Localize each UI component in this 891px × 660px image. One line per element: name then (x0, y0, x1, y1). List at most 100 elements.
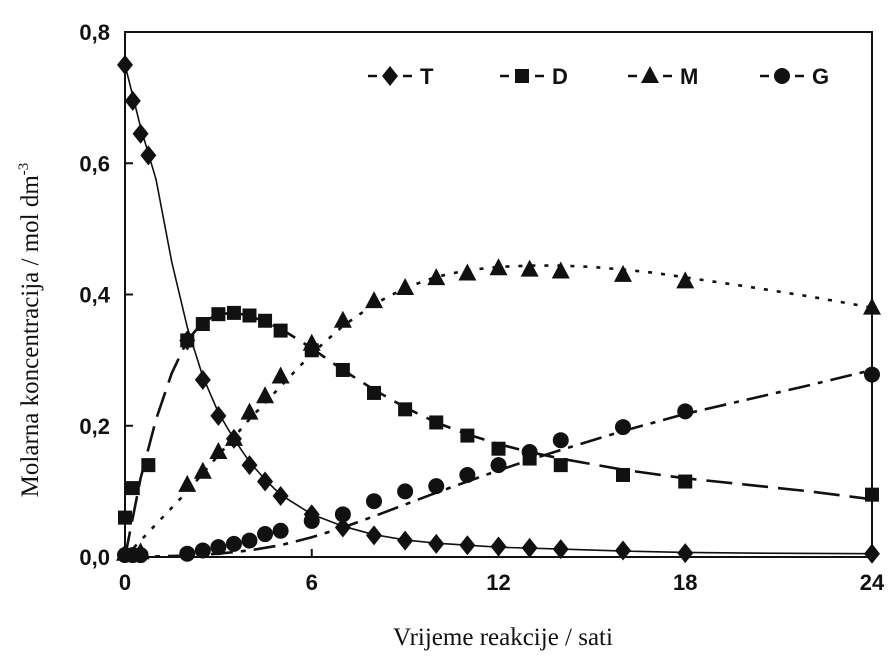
series-g-point (272, 522, 289, 539)
series-g-point (490, 457, 507, 474)
series-g-point (257, 526, 274, 543)
series-g-point (210, 539, 227, 556)
series-t-point (132, 123, 149, 144)
y-axis-title-superscript: -3 (16, 163, 32, 176)
series-g-point (194, 542, 211, 559)
series-t-point (490, 536, 507, 557)
series-g-point (615, 419, 631, 436)
series-t-point (140, 145, 157, 166)
series-m-point (333, 310, 352, 328)
y-tick-label: 0,0 (79, 545, 110, 570)
legend-label: M (680, 64, 698, 89)
legend-item-g: G (760, 64, 829, 89)
series-g-point (334, 506, 351, 523)
series-d-point (460, 428, 475, 443)
series-t-point (521, 537, 538, 558)
series-g-point (677, 403, 694, 420)
series-m-point (178, 474, 197, 492)
series-m-point (396, 277, 415, 295)
x-axis-title: Vrijeme reakcije / sati (393, 624, 613, 651)
series-m-point (224, 428, 243, 446)
series-d-point (242, 308, 257, 323)
legend-marker-d (515, 69, 529, 83)
series-d-point (398, 402, 413, 417)
series-g-point (552, 432, 569, 449)
series-d-point (429, 415, 444, 430)
legend-marker-t (382, 66, 398, 86)
series-m-point (365, 291, 383, 309)
series-t-point (210, 405, 227, 426)
series-m-point (614, 264, 632, 282)
series-t-point (397, 530, 414, 551)
series-g-point (225, 535, 242, 552)
series-d-point (335, 362, 350, 377)
legend-item-m: M (628, 64, 698, 89)
series-g-point (459, 466, 476, 483)
y-axis-title: Molarna koncentracija / mol dm-3 (16, 163, 44, 498)
legend-label: G (812, 64, 829, 89)
y-axis-title-text: Molarna koncentracija / mol dm (17, 175, 44, 498)
x-tick-label: 6 (306, 570, 318, 595)
legend-item-t: T (368, 64, 434, 89)
series-t-point (334, 517, 351, 538)
y-tick-label: 0,8 (79, 20, 110, 45)
series-m-point (302, 333, 321, 351)
legend-label: T (420, 64, 434, 89)
x-axis: 0 6 12 18 24 (119, 549, 885, 595)
series-d-point (211, 307, 226, 322)
series-m-point (209, 442, 228, 459)
series-m-point (676, 271, 695, 289)
x-tick-label: 0 (119, 570, 131, 595)
series-m-point (551, 261, 570, 279)
series-g-point (132, 547, 149, 564)
series-t-point (428, 533, 445, 554)
series-d-point (258, 313, 273, 328)
series-g-point (428, 478, 445, 495)
series-d-point (616, 467, 630, 482)
series-d-point (273, 323, 288, 338)
x-tick-label: 24 (860, 570, 885, 595)
series-d-point (226, 305, 241, 320)
plot-frame (124, 31, 873, 558)
y-tick-label: 0,2 (79, 414, 110, 439)
series-g-point (303, 512, 320, 529)
y-axis: 0,0 0,2 0,4 0,6 0,8 (79, 20, 133, 570)
series-t-point (241, 455, 258, 476)
series-m-point (458, 263, 477, 281)
series-d-point (180, 333, 195, 348)
series-g-point (366, 493, 382, 510)
series-t-point (615, 540, 631, 561)
series-d-point (125, 481, 140, 496)
series-g-point (521, 444, 538, 460)
series-g-point (241, 532, 258, 549)
series-d-point (195, 317, 210, 332)
series-m-point (271, 366, 290, 384)
series-g-point (397, 483, 414, 500)
series-d-point (678, 474, 693, 489)
series-t-point (366, 525, 382, 546)
series-d-point (367, 385, 381, 400)
legend-marker-m (641, 66, 659, 83)
legend-item-d: D (500, 64, 568, 89)
series-t-point (194, 369, 211, 390)
series-g-point (179, 545, 196, 562)
x-tick-label: 12 (486, 570, 510, 595)
x-tick-label: 18 (673, 570, 697, 595)
series-t-point (257, 471, 274, 492)
y-tick-label: 0,4 (79, 283, 110, 308)
legend-marker-g (774, 68, 790, 84)
series-m-point (489, 258, 508, 276)
series-t-point (124, 90, 141, 111)
series-d-point (491, 441, 506, 456)
series-m-point (520, 259, 539, 277)
series-t-point (272, 485, 289, 506)
series-m-point (256, 386, 275, 404)
series-t-point (552, 539, 569, 560)
plot-points (116, 54, 881, 564)
series-m-point (193, 461, 212, 479)
series-m-point (427, 268, 446, 286)
series-m-point (240, 402, 259, 420)
legend-label: D (552, 64, 568, 89)
